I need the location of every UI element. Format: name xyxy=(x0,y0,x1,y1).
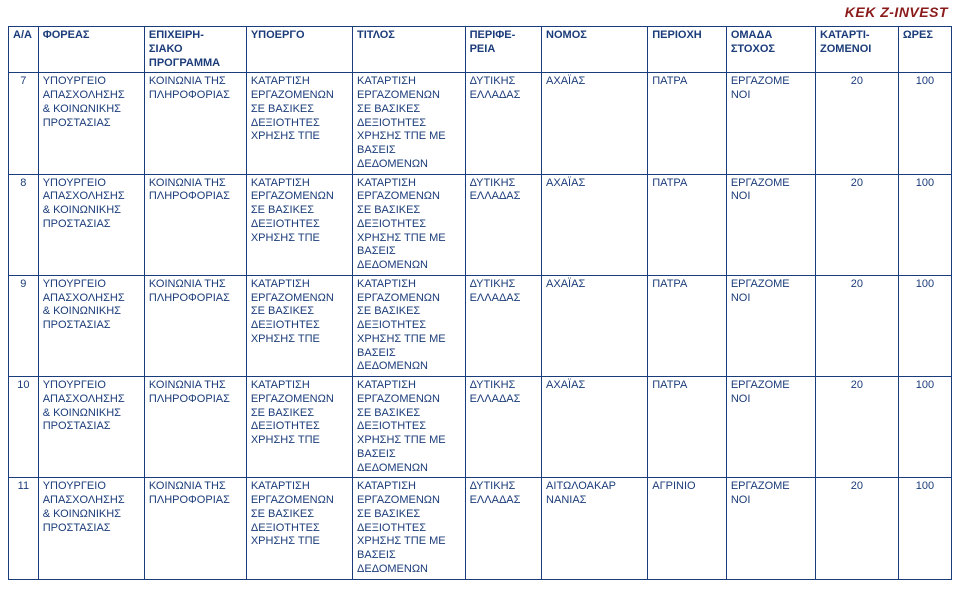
cell-nomos: ΑΧΑΪΑΣ xyxy=(542,174,648,275)
col-header-perifereia: ΠΕΡΙΦΕ-ΡΕΙΑ xyxy=(465,27,541,73)
col-header-katart: ΚΑΤΑΡΤΙ-ΖΟΜΕΝΟΙ xyxy=(816,27,899,73)
cell-ypoergo: ΚΑΤΑΡΤΙΣΗΕΡΓΑΖΟΜΕΝΩΝΣΕ ΒΑΣΙΚΕΣΔΕΞΙΟΤΗΤΕΣ… xyxy=(246,275,352,376)
col-header-perioxh: ΠΕΡΙΟΧΗ xyxy=(648,27,727,73)
cell-perioxh: ΠΑΤΡΑ xyxy=(648,275,727,376)
cell-foreas: ΥΠΟΥΡΓΕΙΟΑΠΑΣΧΟΛΗΣΗΣ& ΚΟΙΝΩΝΙΚΗΣΠΡΟΣΤΑΣΙ… xyxy=(38,174,144,275)
table-row: 8ΥΠΟΥΡΓΕΙΟΑΠΑΣΧΟΛΗΣΗΣ& ΚΟΙΝΩΝΙΚΗΣΠΡΟΣΤΑΣ… xyxy=(9,174,952,275)
cell-titlos: ΚΑΤΑΡΤΙΣΗΕΡΓΑΖΟΜΕΝΩΝΣΕ ΒΑΣΙΚΕΣΔΕΞΙΟΤΗΤΕΣ… xyxy=(353,275,466,376)
cell-katart: 20 xyxy=(816,174,899,275)
cell-perifereia: ΔΥΤΙΚΗΣΕΛΛΑΔΑΣ xyxy=(465,73,541,174)
cell-ypoergo: ΚΑΤΑΡΤΙΣΗΕΡΓΑΖΟΜΕΝΩΝΣΕ ΒΑΣΙΚΕΣΔΕΞΙΟΤΗΤΕΣ… xyxy=(246,73,352,174)
table-row: 11ΥΠΟΥΡΓΕΙΟΑΠΑΣΧΟΛΗΣΗΣ& ΚΟΙΝΩΝΙΚΗΣΠΡΟΣΤΑ… xyxy=(9,478,952,579)
col-header-foreas: ΦΟΡΕΑΣ xyxy=(38,27,144,73)
cell-foreas: ΥΠΟΥΡΓΕΙΟΑΠΑΣΧΟΛΗΣΗΣ& ΚΟΙΝΩΝΙΚΗΣΠΡΟΣΤΑΣΙ… xyxy=(38,73,144,174)
table-header: Α/ΑΦΟΡΕΑΣΕΠΙΧΕΙΡΗ-ΣΙΑΚΟΠΡΟΓΡΑΜΜΑΥΠΟΕΡΓΟΤ… xyxy=(9,27,952,73)
cell-ypoergo: ΚΑΤΑΡΤΙΣΗΕΡΓΑΖΟΜΕΝΩΝΣΕ ΒΑΣΙΚΕΣΔΕΞΙΟΤΗΤΕΣ… xyxy=(246,174,352,275)
cell-titlos: ΚΑΤΑΡΤΙΣΗΕΡΓΑΖΟΜΕΝΩΝΣΕ ΒΑΣΙΚΕΣΔΕΞΙΟΤΗΤΕΣ… xyxy=(353,478,466,579)
col-header-prog: ΕΠΙΧΕΙΡΗ-ΣΙΑΚΟΠΡΟΓΡΑΜΜΑ xyxy=(144,27,246,73)
brand-label: KEK Z-INVEST xyxy=(845,4,948,20)
cell-wres: 100 xyxy=(898,275,951,376)
cell-perifereia: ΔΥΤΙΚΗΣΕΛΛΑΔΑΣ xyxy=(465,275,541,376)
cell-omada: ΕΡΓΑΖΟΜΕΝΟΙ xyxy=(726,377,815,478)
cell-ypoergo: ΚΑΤΑΡΤΙΣΗΕΡΓΑΖΟΜΕΝΩΝΣΕ ΒΑΣΙΚΕΣΔΕΞΙΟΤΗΤΕΣ… xyxy=(246,377,352,478)
cell-prog: ΚΟΙΝΩΝΙΑ ΤΗΣΠΛΗΡΟΦΟΡΙΑΣ xyxy=(144,174,246,275)
cell-aa: 11 xyxy=(9,478,39,579)
table-row: 9ΥΠΟΥΡΓΕΙΟΑΠΑΣΧΟΛΗΣΗΣ& ΚΟΙΝΩΝΙΚΗΣΠΡΟΣΤΑΣ… xyxy=(9,275,952,376)
cell-titlos: ΚΑΤΑΡΤΙΣΗΕΡΓΑΖΟΜΕΝΩΝΣΕ ΒΑΣΙΚΕΣΔΕΞΙΟΤΗΤΕΣ… xyxy=(353,377,466,478)
cell-perifereia: ΔΥΤΙΚΗΣΕΛΛΑΔΑΣ xyxy=(465,377,541,478)
cell-perioxh: ΑΓΡΙΝΙΟ xyxy=(648,478,727,579)
cell-katart: 20 xyxy=(816,73,899,174)
cell-nomos: ΑΧΑΪΑΣ xyxy=(542,73,648,174)
cell-aa: 10 xyxy=(9,377,39,478)
cell-foreas: ΥΠΟΥΡΓΕΙΟΑΠΑΣΧΟΛΗΣΗΣ& ΚΟΙΝΩΝΙΚΗΣΠΡΟΣΤΑΣΙ… xyxy=(38,377,144,478)
col-header-titlos: ΤΙΤΛΟΣ xyxy=(353,27,466,73)
cell-titlos: ΚΑΤΑΡΤΙΣΗΕΡΓΑΖΟΜΕΝΩΝΣΕ ΒΑΣΙΚΕΣΔΕΞΙΟΤΗΤΕΣ… xyxy=(353,73,466,174)
col-header-wres: ΩΡΕΣ xyxy=(898,27,951,73)
col-header-aa: Α/Α xyxy=(9,27,39,73)
table-body: 7ΥΠΟΥΡΓΕΙΟΑΠΑΣΧΟΛΗΣΗΣ& ΚΟΙΝΩΝΙΚΗΣΠΡΟΣΤΑΣ… xyxy=(9,73,952,579)
cell-wres: 100 xyxy=(898,377,951,478)
cell-prog: ΚΟΙΝΩΝΙΑ ΤΗΣΠΛΗΡΟΦΟΡΙΑΣ xyxy=(144,377,246,478)
cell-nomos: ΑΙΤΩΛΟΑΚΑΡΝΑΝΙΑΣ xyxy=(542,478,648,579)
table-row: 10ΥΠΟΥΡΓΕΙΟΑΠΑΣΧΟΛΗΣΗΣ& ΚΟΙΝΩΝΙΚΗΣΠΡΟΣΤΑ… xyxy=(9,377,952,478)
cell-perioxh: ΠΑΤΡΑ xyxy=(648,73,727,174)
cell-foreas: ΥΠΟΥΡΓΕΙΟΑΠΑΣΧΟΛΗΣΗΣ& ΚΟΙΝΩΝΙΚΗΣΠΡΟΣΤΑΣΙ… xyxy=(38,478,144,579)
col-header-omada: ΟΜΑΔΑΣΤΟΧΟΣ xyxy=(726,27,815,73)
cell-omada: ΕΡΓΑΖΟΜΕΝΟΙ xyxy=(726,478,815,579)
cell-titlos: ΚΑΤΑΡΤΙΣΗΕΡΓΑΖΟΜΕΝΩΝΣΕ ΒΑΣΙΚΕΣΔΕΞΙΟΤΗΤΕΣ… xyxy=(353,174,466,275)
cell-katart: 20 xyxy=(816,478,899,579)
cell-wres: 100 xyxy=(898,73,951,174)
cell-perioxh: ΠΑΤΡΑ xyxy=(648,174,727,275)
cell-foreas: ΥΠΟΥΡΓΕΙΟΑΠΑΣΧΟΛΗΣΗΣ& ΚΟΙΝΩΝΙΚΗΣΠΡΟΣΤΑΣΙ… xyxy=(38,275,144,376)
cell-perifereia: ΔΥΤΙΚΗΣΕΛΛΑΔΑΣ xyxy=(465,478,541,579)
cell-wres: 100 xyxy=(898,174,951,275)
cell-perioxh: ΠΑΤΡΑ xyxy=(648,377,727,478)
cell-prog: ΚΟΙΝΩΝΙΑ ΤΗΣΠΛΗΡΟΦΟΡΙΑΣ xyxy=(144,478,246,579)
cell-ypoergo: ΚΑΤΑΡΤΙΣΗΕΡΓΑΖΟΜΕΝΩΝΣΕ ΒΑΣΙΚΕΣΔΕΞΙΟΤΗΤΕΣ… xyxy=(246,478,352,579)
cell-aa: 8 xyxy=(9,174,39,275)
cell-prog: ΚΟΙΝΩΝΙΑ ΤΗΣΠΛΗΡΟΦΟΡΙΑΣ xyxy=(144,73,246,174)
cell-omada: ΕΡΓΑΖΟΜΕΝΟΙ xyxy=(726,275,815,376)
page: KEK Z-INVEST Α/ΑΦΟΡΕΑΣΕΠΙΧΕΙΡΗ-ΣΙΑΚΟΠΡΟΓ… xyxy=(0,0,960,594)
data-table: Α/ΑΦΟΡΕΑΣΕΠΙΧΕΙΡΗ-ΣΙΑΚΟΠΡΟΓΡΑΜΜΑΥΠΟΕΡΓΟΤ… xyxy=(8,26,952,580)
cell-aa: 9 xyxy=(9,275,39,376)
cell-omada: ΕΡΓΑΖΟΜΕΝΟΙ xyxy=(726,174,815,275)
cell-katart: 20 xyxy=(816,275,899,376)
cell-aa: 7 xyxy=(9,73,39,174)
cell-wres: 100 xyxy=(898,478,951,579)
table-row: 7ΥΠΟΥΡΓΕΙΟΑΠΑΣΧΟΛΗΣΗΣ& ΚΟΙΝΩΝΙΚΗΣΠΡΟΣΤΑΣ… xyxy=(9,73,952,174)
col-header-ypoergo: ΥΠΟΕΡΓΟ xyxy=(246,27,352,73)
cell-katart: 20 xyxy=(816,377,899,478)
cell-nomos: ΑΧΑΪΑΣ xyxy=(542,275,648,376)
cell-prog: ΚΟΙΝΩΝΙΑ ΤΗΣΠΛΗΡΟΦΟΡΙΑΣ xyxy=(144,275,246,376)
col-header-nomos: ΝΟΜΟΣ xyxy=(542,27,648,73)
cell-omada: ΕΡΓΑΖΟΜΕΝΟΙ xyxy=(726,73,815,174)
cell-nomos: ΑΧΑΪΑΣ xyxy=(542,377,648,478)
cell-perifereia: ΔΥΤΙΚΗΣΕΛΛΑΔΑΣ xyxy=(465,174,541,275)
